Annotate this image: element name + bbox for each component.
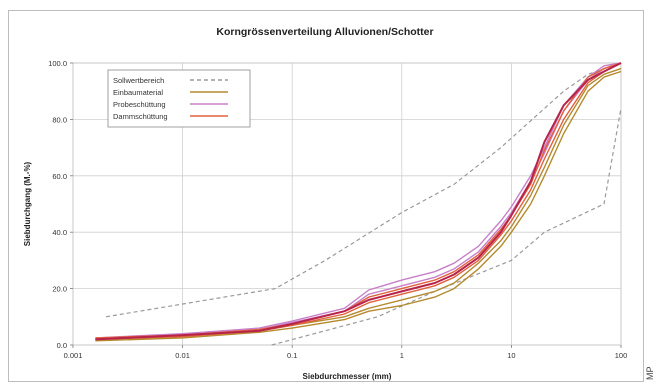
y-axis-label: Siebdurchgang (M.-%) <box>23 161 32 246</box>
legend: Sollwertbereich Einbaumaterial Probeschütt… <box>107 69 251 128</box>
series-line-sollwertbereich <box>271 107 622 346</box>
legend-entry-label: Probeschüttung <box>113 100 166 109</box>
x-tick-label: 0.01 <box>175 351 190 360</box>
y-tick-label: 60.0 <box>52 172 67 181</box>
legend-entry-label: Sollwertbereich <box>113 76 164 85</box>
x-tick-label: 10 <box>507 351 515 360</box>
chart-title: Korngrössenverteilung Alluvionen/Schotte… <box>216 26 433 38</box>
y-tick-label: 40.0 <box>52 228 67 237</box>
legend-entry-label: Dammschüttung <box>113 112 168 121</box>
y-tick-label: 20.0 <box>52 285 67 294</box>
x-tick-label: 0.1 <box>287 351 297 360</box>
x-tick-label: 0.001 <box>64 351 83 360</box>
y-tick-label: 80.0 <box>52 115 67 124</box>
x-tick-label: 100 <box>615 351 628 360</box>
axis-layer: 0.001 0.01 0.1 1 10 100 0.0 20.0 40.0 60.0 80.0 100… <box>48 59 627 360</box>
series-line-dammsch-ttung <box>95 62 622 341</box>
x-tick-label: 1 <box>400 351 404 360</box>
y-tick-label: 100.0 <box>48 59 67 68</box>
series-line-sollwertbereich <box>105 62 622 318</box>
y-tick-label: 0.0 <box>57 341 67 350</box>
legend-entry-label: Einbaumaterial <box>113 88 163 97</box>
x-axis-label: Siebdurchmesser (mm) <box>303 372 392 381</box>
series-layer <box>95 62 622 346</box>
side-mark: MP <box>645 366 655 381</box>
series-line-einbaumaterial <box>95 70 622 342</box>
series-line-highlight <box>95 62 622 341</box>
